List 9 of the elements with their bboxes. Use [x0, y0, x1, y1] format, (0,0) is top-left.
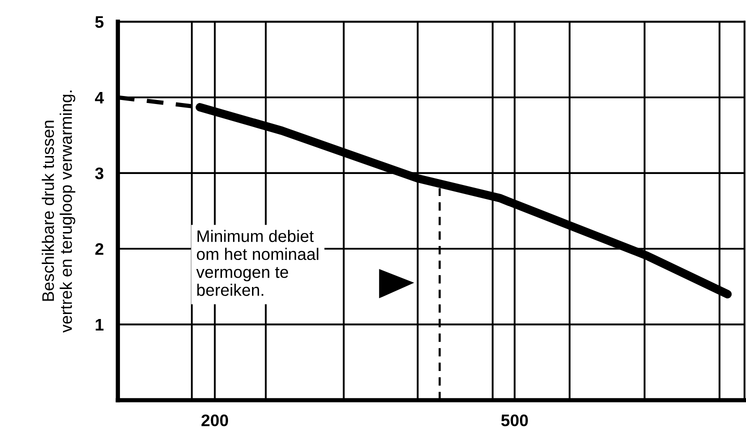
- x-tick-label: 500: [501, 414, 528, 426]
- y-axis-title: Beschikbare druk tussen vertrek en terugloop verwarming.: [42, 90, 76, 333]
- y-tick-label: 1: [96, 319, 104, 330]
- y-tick-label: 5: [95, 16, 104, 28]
- annotation: Minimum debiet om het nominaal vermogen te bereiken.: [196, 230, 318, 296]
- y-tick-label: 2: [95, 243, 104, 255]
- y-tick-label: 3: [95, 167, 104, 180]
- x-tick-label: 200: [201, 414, 228, 426]
- y-tick-label: 4: [94, 92, 104, 104]
